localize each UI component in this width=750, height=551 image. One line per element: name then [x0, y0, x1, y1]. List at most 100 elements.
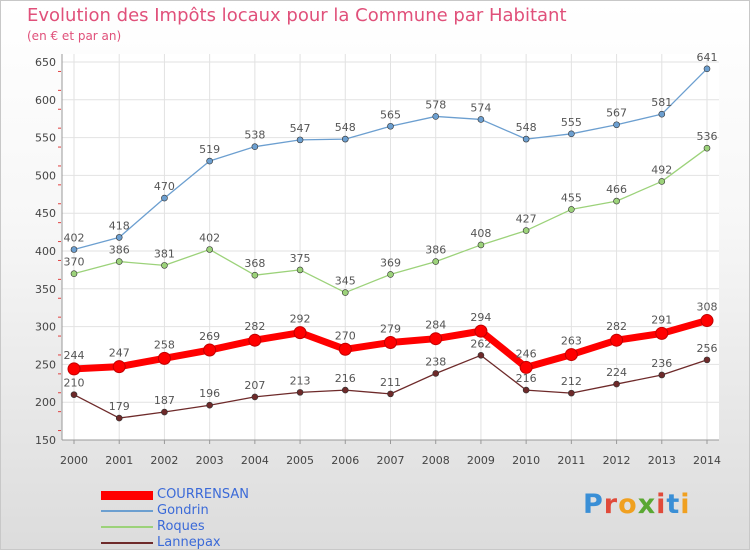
- data-label: 402: [64, 231, 85, 244]
- x-tick-label: 2003: [196, 454, 224, 467]
- data-label: 345: [335, 275, 356, 288]
- data-label: 369: [380, 256, 401, 269]
- legend-item: COURRENSAN: [101, 487, 249, 503]
- data-label: 538: [244, 129, 265, 142]
- logo-letter: x: [637, 489, 657, 520]
- x-tick-label: 2000: [60, 454, 88, 467]
- legend-label: Lannepax: [157, 535, 221, 550]
- data-point: [206, 246, 213, 253]
- x-tick-label: 2010: [512, 454, 540, 467]
- data-label: 427: [516, 213, 537, 226]
- x-tick-label: 2013: [648, 454, 676, 467]
- data-point: [432, 258, 440, 265]
- data-label: 211: [380, 376, 401, 389]
- data-point: [432, 113, 440, 120]
- x-tick-label: 2005: [286, 454, 314, 467]
- legend-item: Gondrin: [101, 503, 249, 519]
- data-point: [477, 241, 485, 249]
- data-label: 548: [516, 121, 537, 134]
- y-tick-label: 250: [35, 358, 56, 371]
- legend-label: COURRENSAN: [157, 487, 249, 502]
- data-label: 386: [109, 244, 130, 257]
- data-label: 492: [651, 163, 672, 176]
- data-point: [157, 351, 171, 365]
- x-tick-label: 2002: [150, 454, 178, 467]
- x-tick-label: 2008: [422, 454, 450, 467]
- data-label: 292: [290, 313, 311, 326]
- legend-swatch: [101, 526, 153, 528]
- data-label: 247: [109, 347, 130, 360]
- chart-title: Evolution des Impôts locaux pour la Comm…: [27, 5, 567, 26]
- data-label: 179: [109, 400, 130, 413]
- data-label: 244: [64, 349, 85, 362]
- data-label: 565: [380, 108, 401, 121]
- legend-label: Roques: [157, 519, 205, 534]
- data-label: 270: [335, 329, 356, 342]
- data-label: 536: [697, 130, 718, 143]
- x-tick-label: 2001: [105, 454, 133, 467]
- data-label: 284: [425, 319, 446, 332]
- data-label: 581: [651, 96, 672, 109]
- data-point: [613, 197, 620, 205]
- data-label: 210: [64, 377, 85, 390]
- data-point: [568, 206, 575, 213]
- data-point: [338, 342, 352, 356]
- data-label: 470: [154, 180, 175, 193]
- data-point: [568, 389, 575, 397]
- legend-item: Lannepax: [101, 535, 249, 551]
- data-label: 641: [697, 51, 718, 64]
- data-point: [206, 401, 213, 409]
- data-point: [341, 135, 349, 143]
- data-point: [112, 360, 126, 374]
- data-point: [251, 271, 259, 279]
- legend-label: Gondrin: [157, 503, 209, 518]
- data-label: 216: [516, 372, 537, 385]
- data-point: [161, 262, 168, 269]
- data-point: [67, 362, 81, 376]
- data-label: 207: [244, 379, 265, 392]
- data-label: 455: [561, 191, 582, 204]
- y-tick-label: 550: [35, 132, 56, 145]
- data-label: 291: [651, 313, 672, 326]
- y-tick-label: 600: [35, 94, 56, 107]
- data-point: [251, 393, 259, 401]
- data-point: [115, 258, 123, 265]
- data-label: 402: [199, 231, 220, 244]
- data-label: 212: [561, 375, 582, 388]
- data-point: [203, 343, 217, 357]
- data-point: [429, 332, 443, 346]
- data-label: 466: [606, 183, 627, 196]
- data-point: [115, 234, 123, 241]
- data-label: 238: [425, 355, 446, 368]
- data-point: [474, 324, 488, 338]
- data-label: 370: [64, 256, 85, 269]
- data-label: 282: [606, 320, 627, 333]
- data-point: [700, 314, 714, 328]
- data-label: 258: [154, 338, 175, 351]
- data-point: [522, 227, 530, 234]
- data-point: [296, 136, 304, 144]
- data-label: 256: [697, 342, 718, 355]
- data-point: [658, 178, 666, 185]
- data-label: 408: [470, 227, 491, 240]
- data-point: [568, 130, 575, 138]
- data-label: 216: [335, 372, 356, 385]
- data-label: 547: [290, 122, 311, 135]
- data-label: 236: [651, 357, 672, 370]
- y-tick-label: 400: [35, 245, 56, 258]
- x-tick-label: 2014: [693, 454, 721, 467]
- y-tick-label: 300: [35, 321, 56, 334]
- x-tick-label: 2009: [467, 454, 495, 467]
- data-point: [703, 356, 711, 364]
- logo-letter: r: [603, 489, 619, 520]
- data-point: [703, 144, 711, 152]
- y-tick-label: 500: [35, 169, 56, 182]
- data-point: [296, 389, 304, 396]
- y-tick-label: 450: [35, 207, 56, 220]
- y-tick-label: 350: [35, 283, 56, 296]
- y-tick-label: 650: [35, 56, 56, 69]
- x-tick-label: 2012: [603, 454, 631, 467]
- data-point: [655, 326, 669, 340]
